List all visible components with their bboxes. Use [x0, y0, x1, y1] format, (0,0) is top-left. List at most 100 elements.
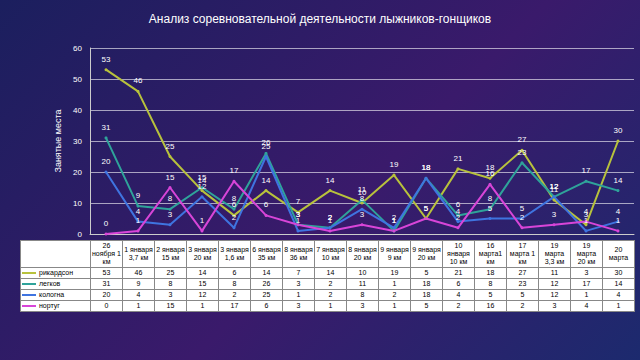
- html-text:16 марта1 км: 16 марта1 км: [478, 242, 503, 265]
- svg-text:2: 2: [232, 213, 237, 222]
- svg-text:2: 2: [520, 213, 525, 222]
- svg-text:31: 31: [102, 123, 111, 132]
- html-text:7 января 10 км: 7 января 10 км: [316, 246, 345, 261]
- html-text:27: 27: [518, 269, 527, 276]
- svg-text:1: 1: [392, 216, 397, 225]
- svg-text:8: 8: [232, 194, 237, 203]
- html-text:9 января 20 км: 9 января 20 км: [412, 246, 441, 261]
- svg-text:20: 20: [73, 168, 82, 177]
- html-text:3 января 1,6 км: 3 января 1,6 км: [220, 246, 249, 261]
- svg-text:18: 18: [422, 163, 431, 172]
- html-text:9 января 9 км: 9 января 9 км: [380, 246, 409, 261]
- svg-text:30: 30: [73, 137, 82, 146]
- svg-text:14: 14: [614, 176, 623, 185]
- svg-text:15: 15: [198, 173, 207, 182]
- svg-text:12: 12: [550, 182, 559, 191]
- html-text:14: 14: [198, 269, 207, 276]
- html-text:2 января 15 км: 2 января 15 км: [156, 246, 185, 261]
- svg-text:27: 27: [518, 135, 527, 144]
- html-text:14: 14: [262, 269, 271, 276]
- svg-text:5: 5: [488, 204, 493, 213]
- html-text:46: 46: [134, 269, 143, 276]
- html-text:10: 10: [358, 269, 367, 276]
- svg-text:1: 1: [392, 216, 397, 225]
- html-text:рикардсон: рикардсон: [39, 269, 74, 276]
- svg-text:0: 0: [78, 230, 83, 239]
- html-text:14: 14: [326, 269, 335, 276]
- svg-text:3: 3: [360, 210, 365, 219]
- svg-text:46: 46: [134, 76, 143, 85]
- html-text:31: 31: [102, 280, 111, 287]
- svg-text:11: 11: [358, 185, 367, 194]
- svg-text:1: 1: [200, 216, 205, 225]
- svg-text:3: 3: [296, 210, 301, 219]
- html-text:53: 53: [102, 269, 111, 276]
- svg-text:12: 12: [550, 182, 559, 191]
- svg-text:1: 1: [136, 216, 141, 225]
- svg-text:15: 15: [166, 173, 175, 182]
- svg-text:4: 4: [616, 207, 621, 216]
- svg-text:20: 20: [102, 157, 111, 166]
- html-text:8 января 36 км: 8 января 36 км: [284, 246, 313, 261]
- svg-text:4: 4: [584, 207, 589, 216]
- svg-text:3: 3: [552, 210, 557, 219]
- svg-text:12: 12: [198, 182, 207, 191]
- html-text:17 марта 1 км: 17 марта 1 км: [509, 242, 536, 265]
- svg-text:53: 53: [102, 55, 111, 64]
- html-text:1 января 3,7 км: 1 января 3,7 км: [124, 246, 153, 261]
- svg-text:9: 9: [136, 191, 141, 200]
- svg-text:7: 7: [296, 197, 301, 206]
- svg-text:Занятые места: Занятые места: [53, 109, 63, 172]
- svg-text:Анализ соревновательной деятел: Анализ соревновательной деятельности лыж…: [149, 12, 491, 26]
- svg-text:25: 25: [166, 142, 175, 151]
- svg-text:3: 3: [168, 210, 173, 219]
- svg-text:5: 5: [424, 204, 429, 213]
- html-text:3 января 20 км: 3 января 20 км: [188, 246, 217, 261]
- svg-text:21: 21: [454, 154, 463, 163]
- html-text:21: 21: [454, 269, 463, 276]
- svg-text:8: 8: [360, 194, 365, 203]
- svg-text:17: 17: [582, 166, 591, 175]
- svg-text:23: 23: [518, 148, 527, 157]
- html-text:26: 26: [262, 280, 271, 287]
- html-text:26 ноября 1 км: 26 ноября 1 км: [92, 242, 121, 265]
- html-text:19 марта 3,3 км: 19 марта 3,3 км: [544, 242, 565, 265]
- svg-text:60: 60: [73, 44, 82, 53]
- svg-text:19: 19: [390, 160, 399, 169]
- svg-text:10: 10: [73, 199, 82, 208]
- html-text:30: 30: [614, 269, 623, 276]
- svg-text:30: 30: [614, 126, 623, 135]
- svg-text:18: 18: [422, 163, 431, 172]
- svg-text:18: 18: [485, 163, 495, 173]
- svg-text:8: 8: [168, 194, 173, 203]
- svg-text:1: 1: [616, 216, 621, 225]
- svg-text:14: 14: [262, 176, 271, 185]
- svg-text:5: 5: [424, 204, 429, 213]
- html-text:20 марта: 20 марта: [608, 246, 629, 261]
- svg-text:1: 1: [328, 216, 333, 225]
- svg-text:50: 50: [73, 75, 82, 84]
- svg-text:4: 4: [136, 207, 141, 216]
- svg-text:1: 1: [584, 216, 589, 225]
- html-text:6 января 35 км: 6 января 35 км: [252, 246, 281, 261]
- html-text:19 марта 20 км: 19 марта 20 км: [576, 242, 597, 265]
- svg-text:17: 17: [230, 166, 239, 175]
- html-text:легков: легков: [39, 280, 61, 287]
- svg-text:6: 6: [264, 200, 269, 209]
- html-text:8 января 20 км: 8 января 20 км: [348, 246, 377, 261]
- html-text:18: 18: [486, 269, 495, 276]
- html-text:11: 11: [550, 269, 559, 276]
- svg-text:16: 16: [486, 169, 495, 178]
- svg-text:8: 8: [488, 194, 493, 203]
- svg-text:25: 25: [262, 142, 271, 151]
- html-text:19: 19: [390, 269, 399, 276]
- svg-text:2: 2: [456, 213, 461, 222]
- svg-text:40: 40: [73, 106, 82, 115]
- svg-text:3: 3: [296, 210, 301, 219]
- html-text:25: 25: [166, 269, 175, 276]
- svg-text:5: 5: [520, 204, 525, 213]
- svg-text:0: 0: [104, 219, 109, 228]
- html-text:10 января 10 км: 10 января 10 км: [447, 242, 470, 265]
- html-text:15: 15: [198, 280, 207, 287]
- svg-text:14: 14: [326, 176, 335, 185]
